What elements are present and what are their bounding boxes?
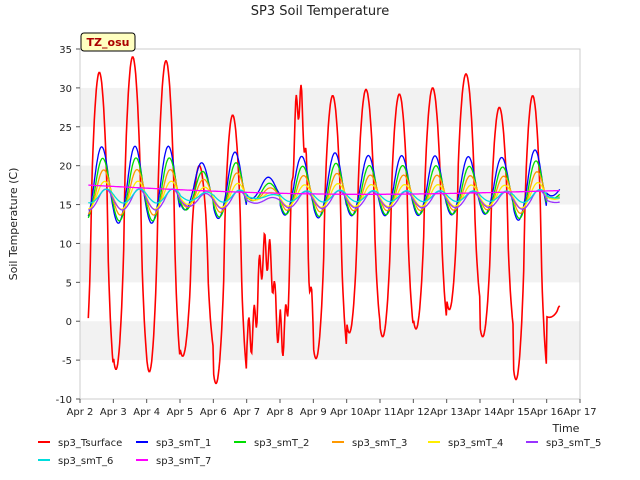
y-axis-label: Soil Temperature (C) [7,168,20,281]
y-tick-label: 20 [59,162,72,173]
x-tick-label: Apr 10 [330,407,363,418]
band [80,243,580,283]
legend-label: sp3_smT_4 [448,438,503,449]
y-tick-label: -10 [56,395,72,406]
y-tick-label: 10 [59,239,72,250]
legend-label: sp3_smT_6 [58,456,113,467]
x-tick-label: Apr 11 [363,407,396,418]
series-line-sp3_smT_6 [88,188,560,204]
y-tick-label: 5 [66,278,72,289]
series-line-sp3_smT_7 [88,184,560,195]
x-tick-label: Apr 16 [530,407,563,418]
x-tick-label: Apr 3 [100,407,127,418]
x-tick-label: Apr 8 [267,407,294,418]
y-tick-label: 25 [59,123,72,134]
chart-title: SP3 Soil Temperature [251,4,389,19]
series-line-sp3_smT_4 [88,180,560,210]
x-tick-label: Apr 12 [397,407,430,418]
y-tick-label: 30 [59,84,72,95]
x-tick-label: Apr 15 [497,407,530,418]
x-tick-label: Apr 14 [463,407,496,418]
annotation-text: TZ_osu [87,36,130,49]
plot-area [79,48,581,400]
x-tick-label: Apr 9 [300,407,327,418]
legend-label: sp3_smT_3 [352,438,407,449]
y-tick-label: 35 [59,45,72,56]
band [80,321,580,361]
legend-label: sp3_Tsurface [58,438,122,449]
x-tick-label: Apr 7 [233,407,260,418]
legend-label: sp3_smT_7 [156,456,211,467]
x-axis: Apr 2 Apr 3 Apr 4 Apr 5 Apr 6 Apr 7 Apr 8 Apr 9… [67,399,597,418]
x-tick-label: Apr 17 [563,407,596,418]
annotation-box [80,32,136,52]
legend: sp3_Tsurface sp3_smT_1 sp3_smT_2 sp3_smT_3 s… [38,438,601,467]
x-axis-label: Time [552,422,580,435]
x-tick-label: Apr 13 [430,407,463,418]
background-bands [80,87,580,361]
y-tick-label: -5 [62,356,72,367]
legend-label: sp3_smT_2 [254,438,309,449]
x-tick-label: Apr 4 [133,407,160,418]
y-tick-label: 0 [66,317,72,328]
series-line-sp3_smT_1 [87,145,561,224]
y-tick-label: 15 [59,201,72,212]
series-lines [87,56,561,385]
y-axis: -10 -5 0 5 10 15 20 25 30 35 [56,45,80,406]
legend-label: sp3_smT_1 [156,438,211,449]
x-tick-label: Apr 6 [200,407,227,418]
legend-label: sp3_smT_5 [546,438,601,449]
x-tick-label: Apr 5 [167,407,194,418]
site-annotation: TZ_osu [80,32,136,52]
series-line-sp3_Tsurface [87,56,561,385]
x-tick-label: Apr 2 [67,407,94,418]
